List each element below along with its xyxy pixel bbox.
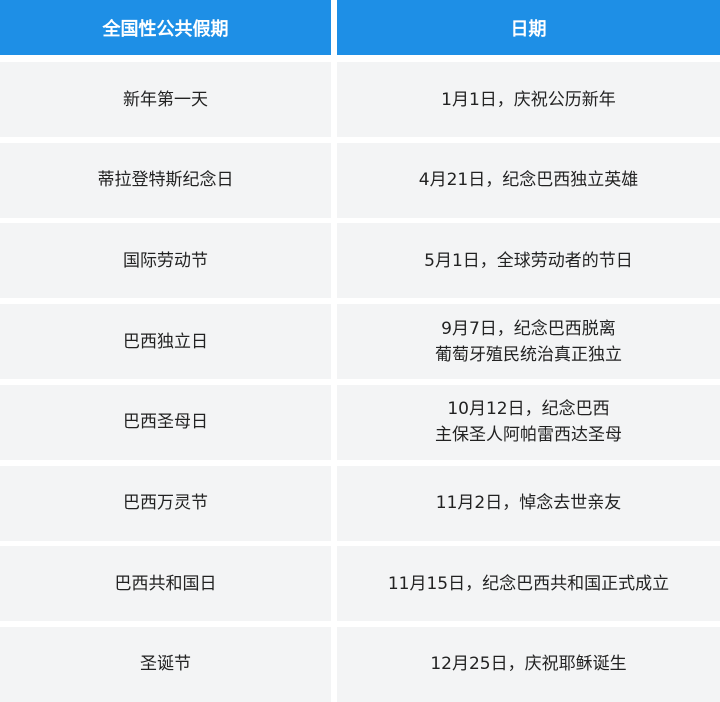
cell-text: 10月12日，纪念巴西 bbox=[447, 399, 610, 420]
holiday-date-cell: 11月2日，悼念去世亲友 bbox=[337, 465, 720, 541]
cell-text: 巴西圣母日 bbox=[123, 412, 208, 433]
cell-text: 葡萄牙殖民统治真正独立 bbox=[435, 344, 622, 365]
cell-text: 圣诞节 bbox=[140, 654, 191, 675]
holiday-date-cell: 10月12日，纪念巴西 主保圣人阿帕雷西达圣母 bbox=[337, 384, 720, 460]
cell-text: 巴西独立日 bbox=[123, 331, 208, 352]
cell-text: 国际劳动节 bbox=[123, 250, 208, 271]
cell-text: 9月7日，纪念巴西脱离 bbox=[441, 318, 616, 339]
header-cell: 日期 bbox=[337, 0, 720, 55]
cell-text: 12月25日，庆祝耶稣诞生 bbox=[430, 654, 627, 675]
cell-text: 蒂拉登特斯纪念日 bbox=[97, 170, 234, 191]
holiday-name-cell: 国际劳动节 bbox=[0, 223, 331, 299]
holiday-name-cell: 巴西圣母日 bbox=[0, 384, 331, 460]
cell-text: 5月1日，全球劳动者的节日 bbox=[424, 250, 633, 271]
cell-text: 1月1日，庆祝公历新年 bbox=[441, 89, 616, 110]
holiday-date-cell: 9月7日，纪念巴西脱离 葡萄牙殖民统治真正独立 bbox=[337, 304, 720, 380]
cell-text: 11月15日，纪念巴西共和国正式成立 bbox=[387, 573, 670, 594]
holiday-name-cell: 巴西万灵节 bbox=[0, 465, 331, 541]
cell-text: 日期 bbox=[510, 18, 547, 40]
cell-text: 4月21日，纪念巴西独立英雄 bbox=[418, 170, 639, 191]
cell-text: 新年第一天 bbox=[123, 89, 208, 110]
holiday-name-cell: 巴西共和国日 bbox=[0, 546, 331, 622]
holiday-date-cell: 1月1日，庆祝公历新年 bbox=[337, 62, 720, 137]
holiday-date-cell: 11月15日，纪念巴西共和国正式成立 bbox=[337, 546, 720, 622]
holiday-date-cell: 12月25日，庆祝耶稣诞生 bbox=[337, 626, 720, 702]
cell-text: 主保圣人阿帕雷西达圣母 bbox=[435, 425, 622, 446]
cell-text: 全国性公共假期 bbox=[102, 18, 229, 40]
cell-text: 巴西万灵节 bbox=[123, 493, 208, 513]
holiday-name-cell: 蒂拉登特斯纪念日 bbox=[0, 142, 331, 218]
holiday-date-cell: 5月1日，全球劳动者的节日 bbox=[337, 223, 720, 299]
cell-text: 11月2日，悼念去世亲友 bbox=[435, 493, 622, 513]
cell-text: 巴西共和国日 bbox=[114, 573, 217, 594]
holiday-name-cell: 圣诞节 bbox=[0, 626, 331, 702]
holiday-name-cell: 新年第一天 bbox=[0, 62, 331, 137]
holiday-date-cell: 4月21日，纪念巴西独立英雄 bbox=[337, 142, 720, 218]
holiday-name-cell: 巴西独立日 bbox=[0, 304, 331, 380]
header-cell: 全国性公共假期 bbox=[0, 0, 331, 55]
